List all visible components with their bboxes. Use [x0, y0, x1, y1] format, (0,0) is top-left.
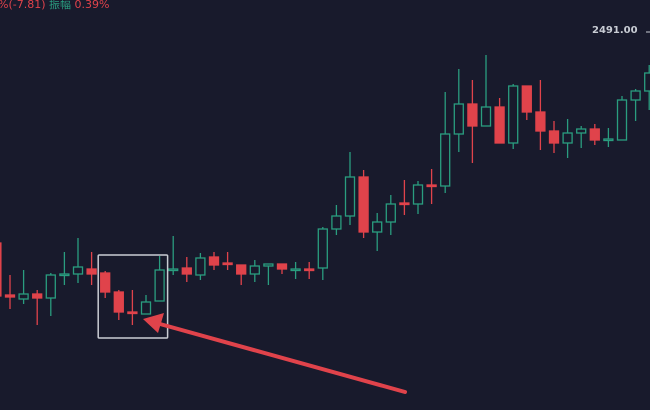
candle-down — [521, 85, 532, 113]
candle-down — [0, 242, 2, 297]
candle-up — [616, 99, 628, 141]
candle-up — [385, 203, 396, 223]
candle-up — [263, 263, 274, 267]
candle-up — [290, 268, 301, 272]
candle-down — [127, 311, 138, 315]
candle-up — [412, 184, 424, 205]
amplitude-label: 振幅 — [49, 0, 71, 11]
candle-up — [508, 85, 519, 144]
candle-up — [440, 133, 451, 187]
candle-down — [467, 103, 478, 127]
candle-up — [576, 128, 587, 134]
candle-up — [372, 221, 383, 233]
candle-down — [494, 106, 505, 144]
candle-up — [18, 293, 29, 300]
candle-up — [249, 265, 260, 275]
candle-up — [630, 90, 641, 101]
quote-header: %(-7.81) 振幅 0.39% — [0, 0, 109, 12]
candle-up — [344, 176, 356, 217]
candle-up — [154, 269, 165, 302]
candle-down — [208, 256, 220, 266]
candle-up — [644, 72, 650, 92]
candle-down — [100, 272, 111, 293]
candle-up — [195, 257, 206, 276]
candle-down — [358, 176, 369, 233]
candle-up — [453, 103, 464, 135]
candle-down — [86, 268, 97, 275]
candle-up — [331, 215, 342, 230]
candle-down — [535, 111, 546, 132]
candle-down — [4, 294, 16, 298]
change-percent: %(-7.81) — [0, 0, 46, 11]
candle-up — [59, 273, 70, 277]
candle-down — [276, 263, 288, 270]
price-axis-label: 2491.00 — [592, 25, 638, 36]
candle-down — [32, 293, 43, 299]
candle-up — [72, 266, 84, 275]
candle-down — [304, 268, 315, 272]
annotation-arrow-head — [143, 313, 164, 333]
candle-down — [399, 202, 410, 206]
candle-down — [181, 267, 192, 275]
candle-up — [45, 274, 56, 299]
candle-down — [426, 184, 437, 188]
candle-up — [603, 138, 614, 142]
candle-down — [222, 262, 233, 266]
candle-up — [317, 228, 328, 269]
candle-up — [562, 132, 573, 144]
annotation-arrow-shaft — [158, 322, 407, 394]
candle-down — [548, 130, 560, 144]
candle-down — [589, 128, 600, 141]
candle-up — [480, 106, 492, 127]
amplitude-value: 0.39% — [74, 0, 110, 11]
candle-up — [168, 268, 179, 272]
candle-down — [236, 264, 247, 275]
candle-down — [113, 291, 124, 313]
highlight-box — [97, 254, 169, 339]
candle-up — [140, 301, 152, 315]
